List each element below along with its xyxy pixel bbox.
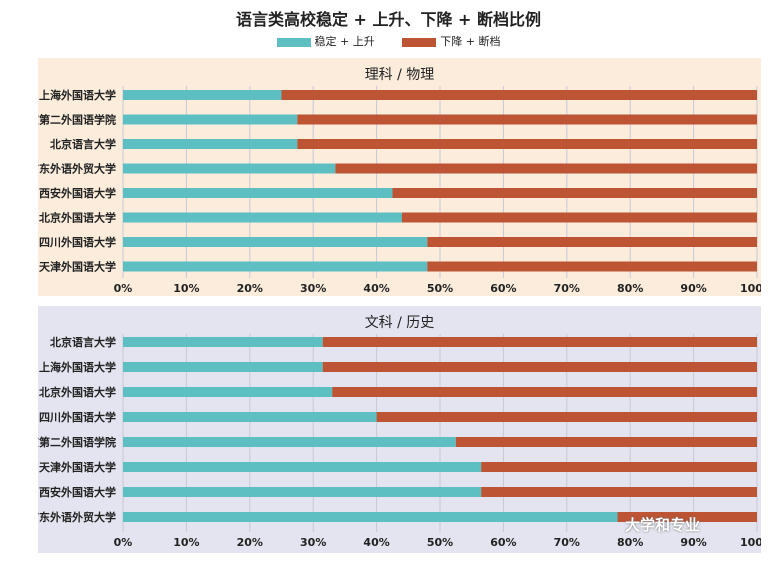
science-tick-label: 80%: [617, 282, 643, 295]
science-bar-decline-gap: [297, 139, 757, 149]
arts-category-label: 西安外国语大学: [39, 485, 116, 499]
arts-tick-label: 20%: [237, 536, 263, 549]
arts-tick-label: 10%: [173, 536, 199, 549]
science-category-label: 广东外语外贸大学: [38, 162, 116, 176]
science-tick-label: 90%: [680, 282, 706, 295]
arts-bar-stable-rise: [123, 512, 618, 522]
arts-bar-stable-rise: [123, 387, 333, 397]
legend-swatch-stable-rise: [276, 37, 311, 47]
arts-category-label: 天津外国语大学: [39, 460, 116, 474]
legend-item-decline-gap: 下降 + 断档: [402, 33, 500, 49]
arts-tick-label: 60%: [490, 536, 516, 549]
science-category-label: 北京语言大学: [50, 137, 116, 151]
science-bar-stable-rise: [123, 188, 393, 198]
arts-category-label: 北京外国语大学: [39, 385, 116, 399]
science-physics-title: 理科 / 物理: [364, 67, 435, 83]
arts-bar-stable-rise: [123, 337, 323, 347]
science-tick-label: 100%: [740, 282, 761, 295]
arts-bar-decline-gap: [332, 387, 757, 397]
chart-title: 语言类高校稳定 + 上升、下降 + 断档比例: [235, 10, 542, 29]
science-tick-label: 0%: [114, 282, 133, 295]
arts-category-label: 上海外国语大学: [39, 360, 116, 374]
science-bar-decline-gap: [401, 212, 757, 223]
science-bar-stable-rise: [123, 139, 298, 149]
arts-category-label: 四川外国语大学: [39, 410, 116, 424]
arts-category-label: 广东外语外贸大学: [38, 510, 116, 524]
science-tick-label: 30%: [300, 282, 326, 295]
arts-bar-decline-gap: [481, 487, 757, 497]
science-category-label: 北京第二外国语学院: [38, 113, 116, 127]
science-category-label: 四川外国语大学: [39, 235, 116, 249]
arts-tick-label: 90%: [680, 536, 706, 549]
arts-bar-stable-rise: [123, 437, 456, 447]
watermark-text: 大学和专业: [625, 516, 701, 534]
arts-tick-label: 0%: [114, 536, 133, 549]
legend: 稳定 + 上升 下降 + 断档: [0, 33, 777, 49]
science-category-label: 上海外国语大学: [39, 88, 116, 102]
arts-bar-stable-rise: [123, 487, 482, 497]
science-bar-decline-gap: [427, 261, 757, 272]
arts-tick-label: 30%: [300, 536, 326, 549]
science-bar-stable-rise: [123, 261, 428, 272]
science-bar-decline-gap: [392, 188, 757, 198]
arts-tick-label: 70%: [554, 536, 580, 549]
science-bar-decline-gap: [427, 237, 757, 247]
science-physics-chart: 上海外国语大学北京第二外国语学院北京语言大学广东外语外贸大学西安外国语大学北京外…: [38, 86, 761, 295]
legend-label-stable-rise: 稳定 + 上升: [314, 35, 375, 48]
arts-bar-decline-gap: [617, 512, 757, 522]
science-tick-label: 10%: [173, 282, 199, 295]
arts-category-label: 北京语言大学: [50, 335, 116, 349]
arts-history-title: 文科 / 历史: [364, 315, 435, 331]
science-tick-label: 20%: [237, 282, 263, 295]
arts-bar-decline-gap: [481, 462, 757, 472]
science-bar-stable-rise: [123, 90, 282, 100]
science-physics-panel: 理科 / 物理 上海外国语大学北京第二外国语学院北京语言大学广东外语外贸大学西安…: [38, 58, 761, 296]
science-tick-label: 60%: [490, 282, 516, 295]
science-bar-stable-rise: [123, 163, 336, 174]
science-bar-decline-gap: [335, 163, 757, 174]
science-tick-label: 70%: [554, 282, 580, 295]
science-bar-stable-rise: [123, 237, 428, 247]
arts-bar-decline-gap: [322, 362, 757, 372]
science-category-label: 北京外国语大学: [39, 211, 116, 225]
arts-tick-label: 100%: [740, 536, 761, 549]
arts-tick-label: 50%: [427, 536, 453, 549]
arts-bar-decline-gap: [322, 337, 757, 347]
science-tick-label: 40%: [363, 282, 389, 295]
science-category-label: 西安外国语大学: [39, 186, 116, 200]
arts-bar-decline-gap: [376, 412, 757, 422]
science-bar-stable-rise: [123, 114, 298, 125]
arts-history-panel: 文科 / 历史 北京语言大学上海外国语大学北京外国语大学四川外国语大学北京第二外…: [38, 306, 761, 553]
science-bar-stable-rise: [123, 212, 402, 223]
arts-tick-label: 80%: [617, 536, 643, 549]
science-tick-label: 50%: [427, 282, 453, 295]
science-category-label: 天津外国语大学: [39, 260, 116, 274]
arts-tick-label: 40%: [363, 536, 389, 549]
arts-history-chart: 北京语言大学上海外国语大学北京外国语大学四川外国语大学北京第二外国语学院天津外国…: [38, 334, 761, 549]
arts-bar-stable-rise: [123, 412, 377, 422]
arts-bar-decline-gap: [455, 437, 757, 447]
science-bar-decline-gap: [281, 90, 757, 100]
arts-bar-stable-rise: [123, 362, 323, 372]
arts-bar-stable-rise: [123, 462, 482, 472]
science-bar-decline-gap: [297, 114, 757, 125]
legend-swatch-decline-gap: [402, 37, 437, 47]
arts-category-label: 北京第二外国语学院: [38, 435, 116, 449]
legend-item-stable-rise: 稳定 + 上升: [276, 33, 375, 49]
legend-label-decline-gap: 下降 + 断档: [440, 35, 501, 48]
